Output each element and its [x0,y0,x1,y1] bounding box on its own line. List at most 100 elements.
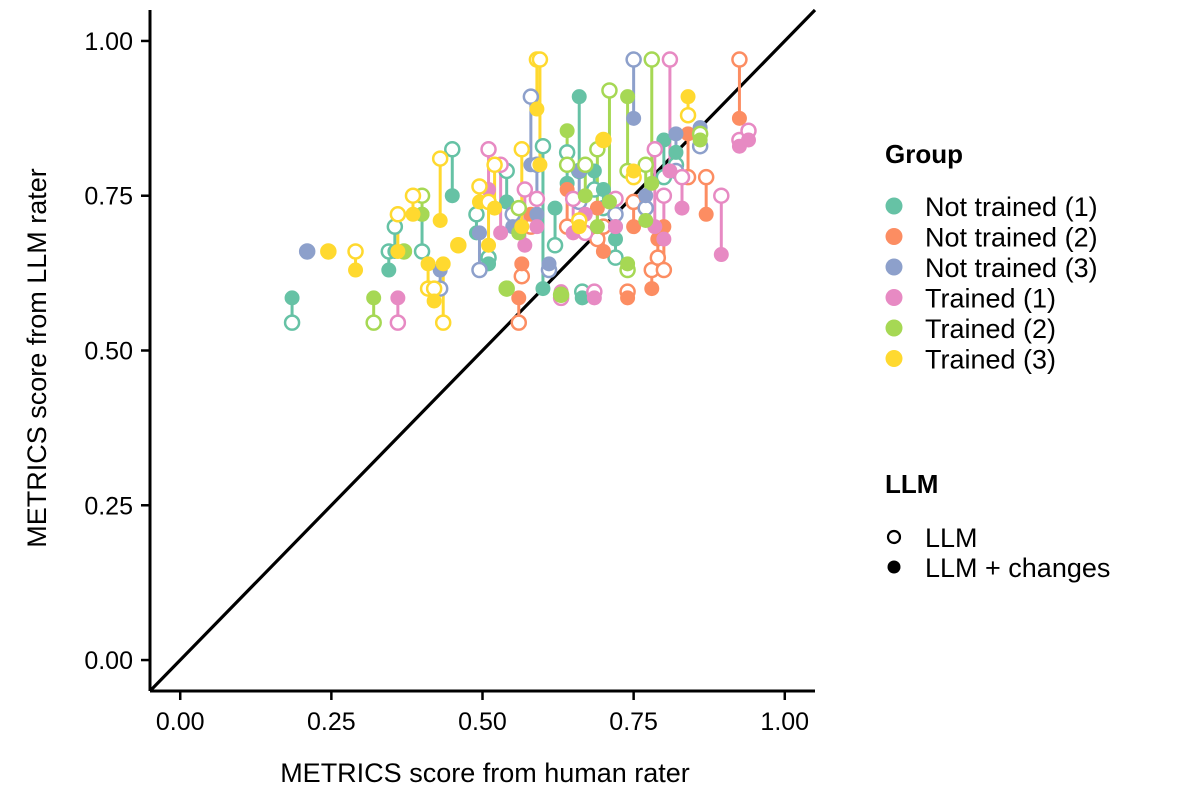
legend-swatch [885,228,903,245]
llm-changes-point [432,212,448,228]
llm-point [468,206,485,223]
llm-point [577,156,594,174]
llm-point [404,187,422,204]
legend-group-label: Trained (2) [925,314,1056,344]
llm-changes-point [644,281,660,297]
llm-changes-point [620,89,636,105]
x-axis-title: METRICS score from human rater [280,758,690,788]
llm-changes-point [674,200,690,216]
llm-point [625,51,642,68]
legend-open-circle-icon [886,529,902,545]
legend-llm-label: LLM [925,523,978,553]
llm-changes-point [481,237,497,253]
llm-changes-point [595,132,611,148]
llm-point [679,106,697,124]
llm-point [480,141,497,158]
llm-changes-point [589,200,605,216]
llm-changes-point [487,200,503,216]
legend-filled-circle-icon [887,560,901,574]
llm-point [389,314,407,331]
llm-point [434,314,452,331]
llm-point [528,190,546,208]
legend-llm-label: LLM + changes [925,553,1110,583]
llm-changes-point [405,206,421,222]
llm-point [661,51,679,68]
legend-group-label: Trained (3) [925,345,1056,375]
llm-changes-point [571,89,587,105]
llm-changes-point [390,243,406,259]
llm-changes-point [620,290,636,306]
llm-changes-point [586,290,602,306]
llm-changes-point [626,110,642,126]
llm-changes-point [450,237,466,253]
llm-changes-point [381,262,397,278]
llm-point [673,168,691,186]
legend-swatch [885,258,903,276]
llm-point [513,141,531,158]
llm-changes-point [348,262,364,278]
x-ticks: 0.00 0.25 0.50 0.75 1.00 [156,691,809,736]
llm-point [637,156,654,174]
x-tick-label: 1.00 [760,708,809,736]
llm-point [471,261,488,279]
llm-changes-point [626,219,642,235]
legend-group-label: Not trained (3) [925,253,1098,283]
x-tick-label: 0.00 [156,708,205,736]
y-tick-label: 1.00 [84,28,133,56]
llm-point [531,51,549,68]
llm-point [413,243,431,260]
llm-point [697,168,715,186]
llm-changes-point [390,290,406,306]
llm-changes-point [692,132,708,148]
llm-point [471,178,488,195]
llm-point [486,156,503,174]
llm-changes-point [532,157,548,173]
points-layer [283,51,757,331]
legend-group: Group Not trained (1)Not trained (2)Not t… [885,139,1098,375]
llm-point [643,51,661,68]
llm-changes-point [680,89,696,105]
x-tick-label: 0.50 [458,708,507,736]
llm-changes-point [471,225,487,241]
llm-changes-point [529,219,545,235]
legend-swatch [885,197,903,215]
y-tick-label: 0.25 [84,492,133,520]
llm-changes-point [608,219,623,235]
llm-changes-point [320,243,336,259]
y-ticks: 0.00 0.25 0.50 0.75 1.00 [84,28,150,675]
llm-changes-point [595,182,611,198]
y-tick-label: 0.75 [84,183,133,211]
llm-point [646,141,664,158]
llm-changes-point [559,123,575,139]
llm-point [283,314,301,331]
llm-point [510,199,528,217]
llm-changes-point [698,206,714,222]
llm-point [365,314,382,331]
llm-point [558,156,576,174]
llm-changes-point [514,256,530,272]
llm-changes-point [535,281,551,297]
llm-point [510,314,528,331]
llm-changes-point [366,290,382,306]
y-axis-title: METRICS score from LLM rater [22,168,52,548]
llm-changes-point [656,231,672,247]
llm-point [601,82,618,99]
legend-llm-title: LLM [885,469,938,499]
llm-changes-point [529,101,545,117]
llm-changes-point [517,237,533,253]
reference-line-y-equals-x [148,8,817,693]
llm-changes-point [547,200,563,216]
llm-changes-point [731,110,747,126]
llm-point [731,51,748,68]
y-tick-label: 0.00 [84,647,133,675]
llm-point [655,187,673,204]
llm-changes-point [511,290,527,306]
legend-swatch [885,350,903,367]
llm-changes-point [435,256,451,272]
llm-point [534,137,552,155]
llm-changes-point [541,256,557,272]
legend-group-label: Not trained (2) [925,223,1098,253]
llm-changes-point [741,132,756,148]
legend-swatch [885,319,903,337]
